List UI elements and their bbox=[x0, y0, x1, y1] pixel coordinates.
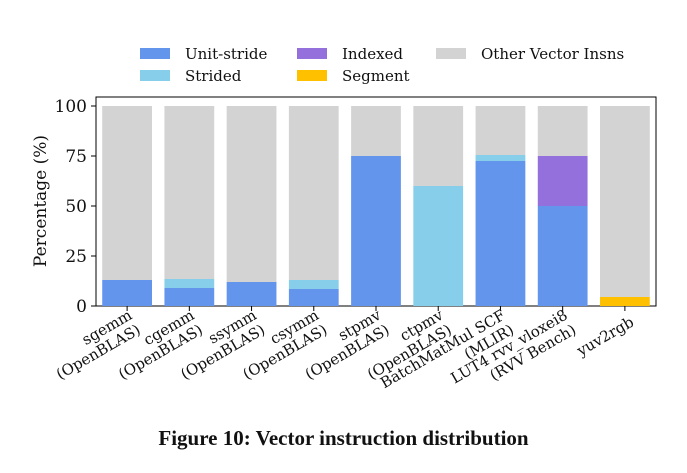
y-tick-label: 75 bbox=[65, 147, 87, 167]
legend-swatch-strided bbox=[140, 70, 170, 81]
y-tick-label: 0 bbox=[76, 297, 87, 317]
bar-strided-6 bbox=[413, 186, 464, 306]
bar-unit-stride-1 bbox=[102, 280, 152, 306]
bar-unit-stride-7 bbox=[475, 161, 526, 306]
legend-label-strided: Strided bbox=[185, 67, 242, 85]
bar-other-vector-insns-3 bbox=[226, 106, 277, 282]
bar-unit-stride-4 bbox=[288, 289, 339, 306]
legend-label-segment: Segment bbox=[342, 67, 410, 85]
bar-segment-9 bbox=[600, 297, 650, 306]
legend-label-unit-stride: Unit-stride bbox=[185, 45, 267, 63]
x-tick-label: yuv2rgb bbox=[573, 313, 637, 360]
x-axis: sgemm(OpenBLAS)cgemm(OpenBLAS) ssymm(Open… bbox=[53, 306, 637, 392]
bar-strided-4 bbox=[288, 280, 339, 289]
bar-strided-2 bbox=[164, 279, 215, 288]
bar-other-vector-insns-1 bbox=[102, 106, 152, 280]
x-tick-label-line: yuv2rgb bbox=[573, 313, 637, 360]
legend: Unit-stride Strided Indexed Segment Other Ve… bbox=[140, 45, 624, 85]
legend-label-other-vector-insns: Other Vector Insns bbox=[481, 45, 624, 63]
bar-strided-7 bbox=[475, 155, 526, 161]
legend-label-indexed: Indexed bbox=[342, 45, 403, 63]
bar-other-vector-insns-5 bbox=[351, 106, 401, 156]
bar-other-vector-insns-4 bbox=[288, 106, 339, 280]
legend-swatch-unit-stride bbox=[140, 48, 170, 59]
y-tick-label: 100 bbox=[55, 97, 87, 117]
bar-other-vector-insns-7 bbox=[475, 106, 526, 155]
y-axis-label: Percentage (%) bbox=[31, 135, 51, 267]
bar-other-vector-insns-6 bbox=[413, 106, 464, 186]
legend-swatch-indexed bbox=[297, 48, 327, 59]
bar-unit-stride-3 bbox=[226, 282, 277, 306]
legend-swatch-segment bbox=[297, 70, 327, 81]
bar-unit-stride-2 bbox=[164, 288, 215, 306]
figure-caption: Figure 10: Vector instruction distributi… bbox=[158, 426, 529, 450]
y-tick-label: 25 bbox=[65, 247, 87, 267]
bar-indexed-8 bbox=[537, 156, 588, 206]
bar-unit-stride-5 bbox=[351, 156, 401, 306]
bar-other-vector-insns-8 bbox=[537, 106, 588, 156]
bar-unit-stride-8 bbox=[537, 206, 588, 306]
bars bbox=[102, 106, 650, 306]
bar-other-vector-insns-9 bbox=[600, 106, 650, 297]
bar-other-vector-insns-2 bbox=[164, 106, 215, 279]
y-tick-label: 50 bbox=[65, 197, 87, 217]
y-axis: 0 25 50 75 100 bbox=[55, 97, 96, 317]
legend-swatch-other-vector-insns bbox=[436, 48, 466, 59]
